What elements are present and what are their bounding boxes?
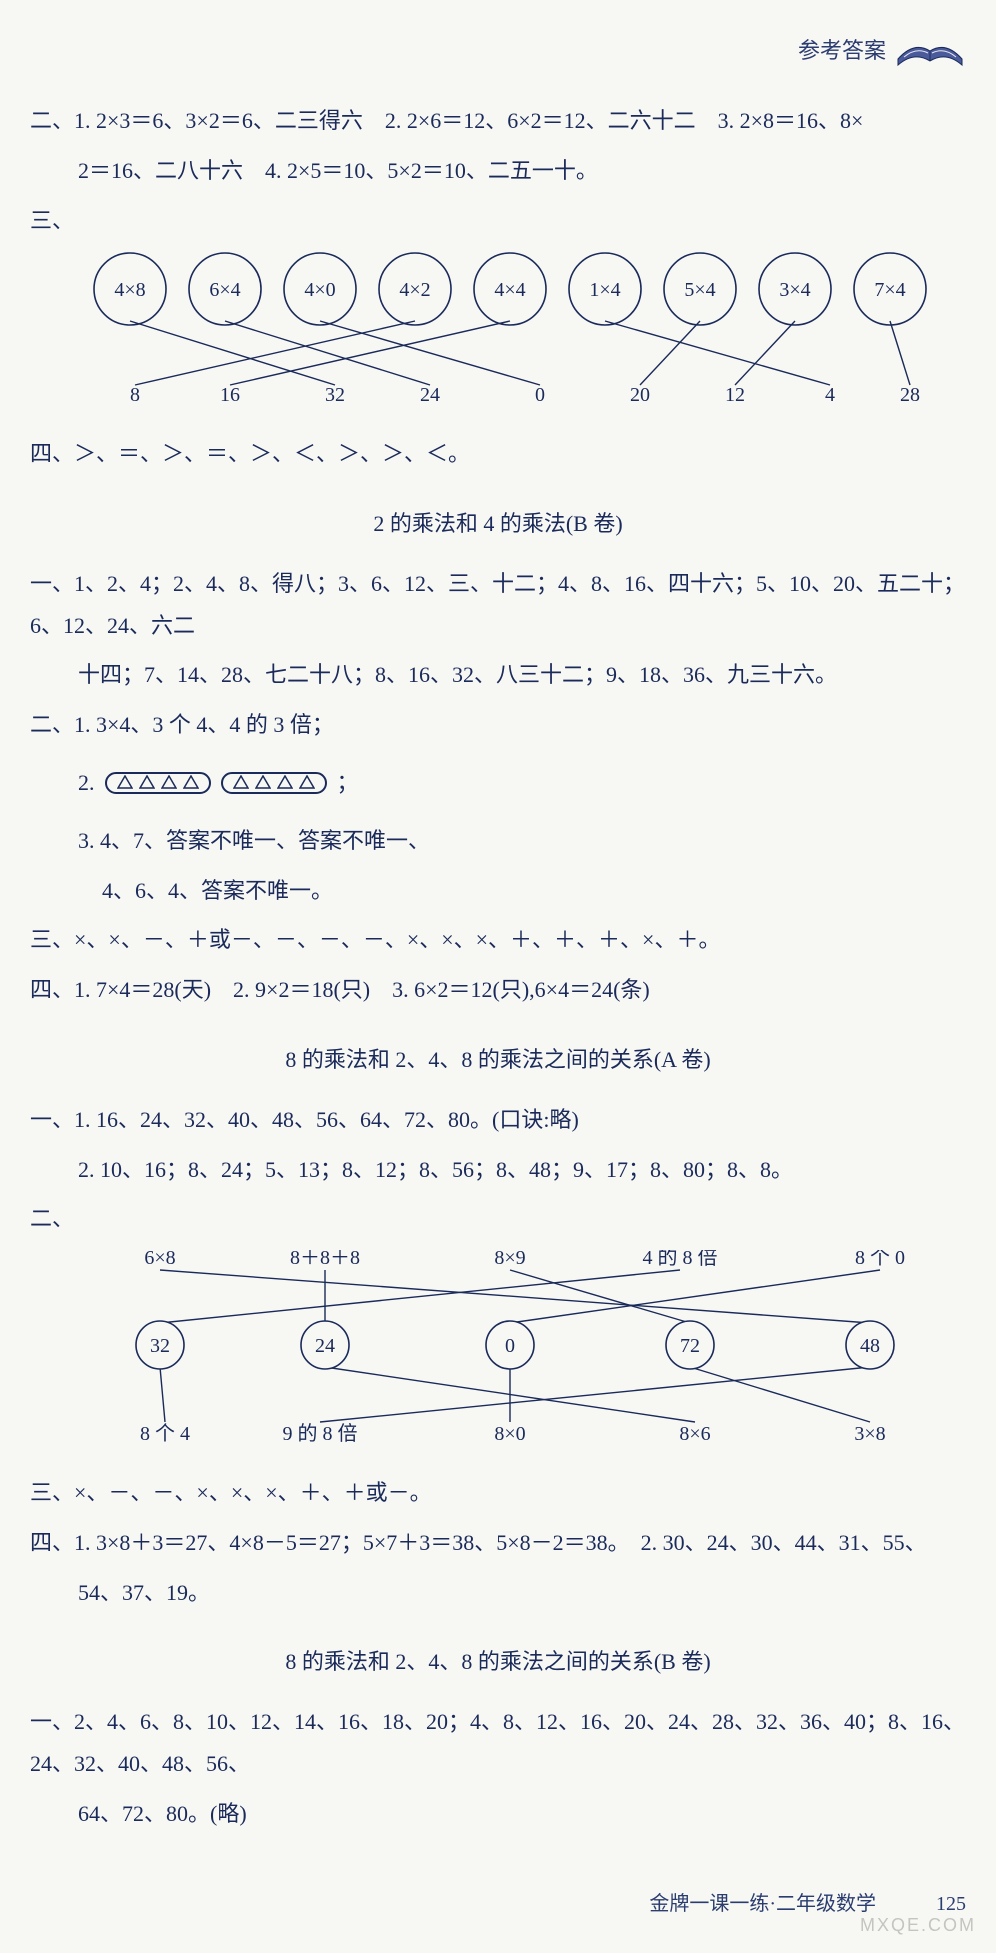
svg-text:8×9: 8×9: [494, 1250, 525, 1269]
a2-3: 3. 4、7、答案不唯一、答案不唯一、: [78, 820, 966, 862]
triangle-group-2: [221, 772, 327, 794]
svg-text:4×4: 4×4: [494, 279, 525, 301]
svg-text:0: 0: [505, 1335, 515, 1357]
svg-text:8: 8: [130, 384, 140, 406]
b4-line2: 54、37、19。: [78, 1572, 966, 1614]
svg-text:9 的 8 倍: 9 的 8 倍: [283, 1422, 358, 1445]
q4: 四、＞、＝、＞、＝、＞、＜、＞、＞、＜。: [30, 433, 966, 475]
header-title: 参考答案: [798, 30, 886, 72]
svg-text:12: 12: [725, 384, 745, 406]
b1-line1: 一、1. 16、24、32、40、48、56、64、72、80。(口诀:略): [30, 1099, 966, 1141]
svg-text:8＋8＋8: 8＋8＋8: [290, 1250, 360, 1269]
svg-text:32: 32: [325, 384, 345, 406]
svg-text:6×8: 6×8: [144, 1250, 175, 1269]
svg-text:6×4: 6×4: [209, 279, 240, 301]
svg-text:5×4: 5×4: [684, 279, 715, 301]
page-footer: 金牌一课一练·二年级数学 125: [30, 1885, 966, 1923]
a3: 三、×、×、－、＋或－、－、－、－、×、×、×、＋、＋、＋、×、＋。: [30, 919, 966, 961]
matching-diagram-2: 6×8 8＋8＋8 8×9 4 的 8 倍 8 个 0 32 24 0 72 48 8 个 4 9 的…: [70, 1250, 966, 1464]
svg-text:72: 72: [680, 1335, 700, 1357]
svg-text:28: 28: [900, 384, 920, 406]
svg-text:3×4: 3×4: [779, 279, 810, 301]
svg-text:16: 16: [220, 384, 240, 406]
q3-title: 三、: [30, 200, 966, 242]
svg-text:4×2: 4×2: [399, 279, 430, 301]
b2-title: 二、: [30, 1206, 74, 1231]
a1-line2: 十四；7、14、28、七二十八；8、16、32、八三十二；9、18、36、九三十…: [78, 654, 966, 696]
b1-line2: 2. 10、16；8、24；5、13；8、12；8、56；8、48；9、17；8…: [78, 1149, 966, 1191]
svg-text:0: 0: [535, 384, 545, 406]
page-header: 参考答案: [798, 30, 966, 72]
a2-3b: 4、6、4、答案不唯一。: [102, 870, 966, 912]
content: 二、1. 2×3＝6、3×2＝6、二三得六 2. 2×6＝12、6×2＝12、二…: [30, 100, 966, 1923]
a2-2-post: ；: [337, 762, 359, 804]
svg-text:4: 4: [825, 384, 835, 406]
a4: 四、1. 7×4＝28(天) 2. 9×2＝18(只) 3. 6×2＝12(只)…: [30, 969, 966, 1011]
b3: 三、×、－、－、×、×、×、＋、＋或－。: [30, 1472, 966, 1514]
svg-text:8 个 4: 8 个 4: [140, 1422, 190, 1445]
svg-text:8 个 0: 8 个 0: [855, 1250, 905, 1269]
svg-text:8×6: 8×6: [679, 1423, 710, 1445]
section-title-c: 8 的乘法和 2、4、8 的乘法之间的关系(B 卷): [30, 1641, 966, 1683]
book-icon: [894, 31, 966, 71]
a2-2-pre: 2.: [78, 762, 95, 804]
svg-text:4 的 8 倍: 4 的 8 倍: [643, 1250, 718, 1269]
svg-text:1×4: 1×4: [589, 279, 620, 301]
svg-text:20: 20: [630, 384, 650, 406]
section-title-b: 8 的乘法和 2、4、8 的乘法之间的关系(A 卷): [30, 1039, 966, 1081]
a2-1: 二、1. 3×4、3 个 4、4 的 3 倍；: [30, 704, 966, 746]
b4-line1: 四、1. 3×8＋3＝27、4×8－5＝27；5×7＋3＝38、5×8－2＝38…: [30, 1522, 966, 1564]
svg-text:32: 32: [150, 1335, 170, 1357]
a1-line1: 一、1、2、4；2、4、8、得八；3、6、12、三、十二；4、8、16、四十六；…: [30, 563, 966, 647]
svg-text:7×4: 7×4: [874, 279, 905, 301]
svg-text:4×8: 4×8: [114, 279, 145, 301]
svg-text:24: 24: [420, 384, 440, 406]
c1-line2: 64、72、80。(略): [78, 1793, 966, 1835]
q2-line1: 二、1. 2×3＝6、3×2＝6、二三得六 2. 2×6＝12、6×2＝12、二…: [30, 100, 966, 142]
a2-2: 2. ；: [78, 762, 359, 804]
svg-text:3×8: 3×8: [854, 1423, 885, 1445]
svg-text:8×0: 8×0: [494, 1423, 525, 1445]
q2-line2: 2＝16、二八十六 4. 2×5＝10、5×2＝10、二五一十。: [78, 150, 966, 192]
section-title-a: 2 的乘法和 4 的乘法(B 卷): [30, 503, 966, 545]
c1-line1: 一、2、4、6、8、10、12、14、16、18、20；4、8、12、16、20…: [30, 1701, 966, 1785]
svg-text:48: 48: [860, 1335, 880, 1357]
svg-text:4×0: 4×0: [304, 279, 335, 301]
triangle-group-1: [105, 772, 211, 794]
watermark: MXQE.COM: [860, 1908, 976, 1942]
svg-text:24: 24: [315, 1335, 335, 1357]
matching-diagram-1: 4×8 6×4 4×0 4×2 4×4 1×4 5×4 3×4 7×4 8 16 32 24 0 20 12 4…: [70, 251, 966, 425]
